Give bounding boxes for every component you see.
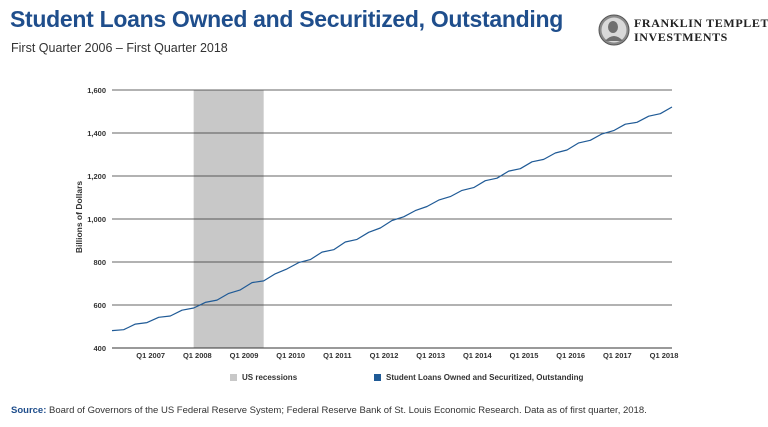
y-tick-label: 400 [93, 344, 106, 353]
series-swatch [374, 374, 381, 381]
x-tick-label: Q1 2007 [136, 351, 165, 360]
x-tick-labels: Q1 2007 Q1 2008 Q1 2009 Q1 2010 Q1 2011 Q1 20… [136, 351, 678, 360]
y-tick-labels: 400 600 800 1,000 1,200 1,400 1,600 [87, 86, 106, 353]
y-tick-label: 1,200 [87, 172, 106, 181]
legend-series-label: Student Loans Owned and Securitized, Out… [386, 373, 584, 382]
legend-item-recession: US recessions [230, 373, 297, 382]
x-tick-label: Q1 2014 [463, 351, 493, 360]
x-tick-label: Q1 2018 [650, 351, 679, 360]
logo-seal-icon [598, 14, 630, 46]
x-tick-label: Q1 2017 [603, 351, 632, 360]
series-layer [111, 106, 673, 332]
y-tick-label: 600 [93, 301, 106, 310]
x-tick-label: Q1 2011 [323, 351, 351, 360]
source-label: Source: [11, 405, 47, 416]
source-text: Board of Governors of the US Federal Res… [49, 405, 647, 416]
x-tick-label: Q1 2016 [556, 351, 585, 360]
legend-item-series: Student Loans Owned and Securitized, Out… [374, 373, 583, 382]
y-tick-label: 1,400 [87, 129, 106, 138]
series-line [111, 106, 673, 332]
source-note: Source: Board of Governors of the US Fed… [11, 405, 647, 416]
x-tick-label: Q1 2012 [370, 351, 399, 360]
recession-swatch [230, 374, 237, 381]
logo-text-line2: INVESTMENTS [634, 30, 728, 44]
logo-text-line1: FRANKLIN TEMPLETON [634, 16, 768, 30]
chart-title: Student Loans Owned and Securitized, Out… [10, 6, 563, 32]
x-tick-label: Q1 2010 [276, 351, 305, 360]
y-axis-label: Billions of Dollars [74, 181, 84, 254]
y-tick-label: 1,600 [87, 86, 106, 95]
grid-layer [112, 89, 672, 349]
franklin-templeton-logo: FRANKLIN TEMPLETON INVESTMENTS [598, 14, 768, 48]
x-tick-label: Q1 2013 [416, 351, 445, 360]
x-tick-label: Q1 2008 [183, 351, 212, 360]
y-tick-label: 800 [93, 258, 106, 267]
x-tick-label: Q1 2009 [230, 351, 259, 360]
legend-recession-label: US recessions [242, 373, 298, 382]
y-tick-label: 1,000 [87, 215, 106, 224]
x-tick-label: Q1 2015 [510, 351, 539, 360]
chart-subtitle: First Quarter 2006 – First Quarter 2018 [11, 41, 228, 55]
